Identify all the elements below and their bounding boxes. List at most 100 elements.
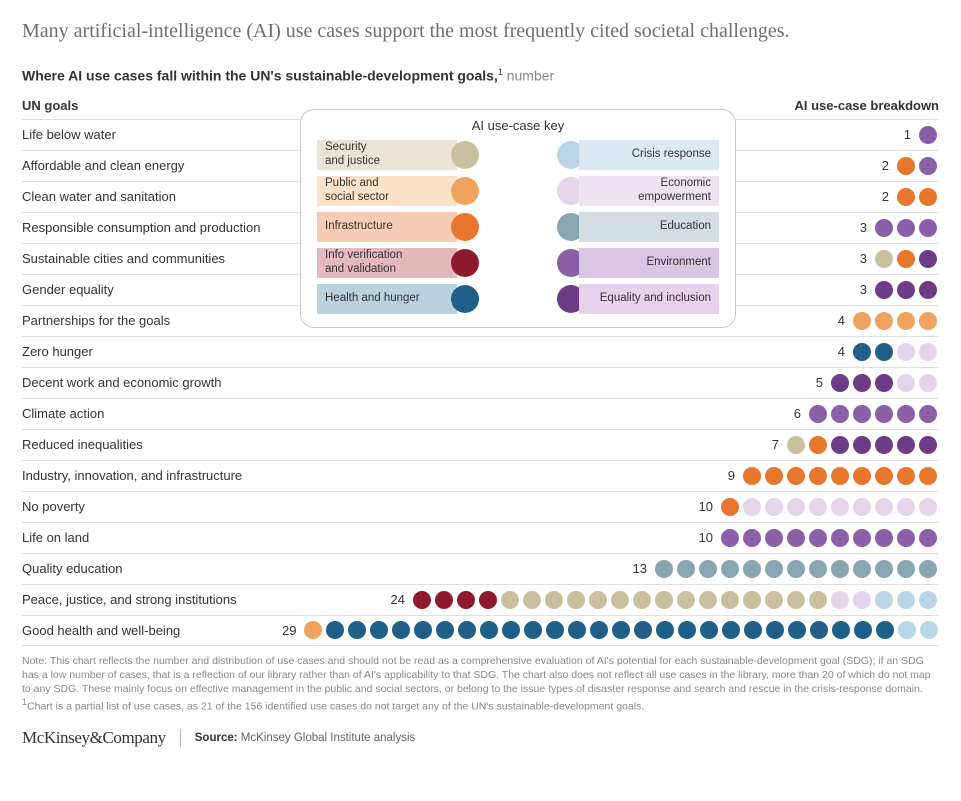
legend-item: Securityand justice xyxy=(317,139,509,171)
dot-icon xyxy=(875,560,893,578)
row-count: 3 xyxy=(860,251,867,266)
legend-dot-icon xyxy=(451,285,479,313)
dot-icon xyxy=(765,560,783,578)
dot-icon xyxy=(326,621,344,639)
dot-icon xyxy=(414,621,432,639)
dot-icon xyxy=(590,621,608,639)
dot-icon xyxy=(875,219,893,237)
dot-icon xyxy=(743,498,761,516)
note-main: Note: This chart reflects the number and… xyxy=(22,654,939,697)
dot-icon xyxy=(897,436,915,454)
legend-grid: Securityand justice Crisis response Public… xyxy=(317,139,719,315)
chart-subtitle: Where AI use cases fall within the UN's … xyxy=(22,67,939,84)
data-row: Peace, justice, and strong institutions2… xyxy=(22,584,939,615)
dot-icon xyxy=(897,374,915,392)
source-text: McKinsey Global Institute analysis xyxy=(238,732,416,744)
dot-icon xyxy=(853,405,871,423)
dot-icon xyxy=(810,621,828,639)
legend-dot-icon xyxy=(451,141,479,169)
dot-icon xyxy=(919,374,937,392)
dot-icon xyxy=(919,436,937,454)
dot-icon xyxy=(480,621,498,639)
dot-icon xyxy=(853,529,871,547)
source-label: Source: xyxy=(195,732,238,744)
dot-icon xyxy=(897,188,915,206)
row-count: 3 xyxy=(860,220,867,235)
brand-logo: McKinsey&Company xyxy=(22,728,166,748)
data-row: Reduced inequalities7 xyxy=(22,429,939,460)
dot-icon xyxy=(919,281,937,299)
row-label: Responsible consumption and production xyxy=(22,220,282,235)
header-right: AI use-case breakdown xyxy=(795,98,940,113)
legend-item: Environment xyxy=(527,247,719,279)
row-dots: 6 xyxy=(282,405,939,423)
dot-icon xyxy=(765,467,783,485)
legend-label: Securityand justice xyxy=(317,140,457,170)
dot-icon xyxy=(721,498,739,516)
dot-icon xyxy=(919,343,937,361)
row-count: 29 xyxy=(282,623,296,638)
row-dots: 13 xyxy=(282,560,939,578)
dot-icon xyxy=(919,312,937,330)
dot-icon xyxy=(457,591,475,609)
legend-item: Info verificationand validation xyxy=(317,247,509,279)
dot-icon xyxy=(634,621,652,639)
dot-icon xyxy=(567,591,585,609)
dot-icon xyxy=(875,529,893,547)
dot-icon xyxy=(809,405,827,423)
dot-icon xyxy=(743,591,761,609)
dot-icon xyxy=(655,560,673,578)
dot-icon xyxy=(854,621,872,639)
dot-icon xyxy=(611,591,629,609)
subtitle-unit: number xyxy=(503,68,554,84)
dot-icon xyxy=(787,467,805,485)
dot-icon xyxy=(787,436,805,454)
legend-item: Public andsocial sector xyxy=(317,175,509,207)
dot-icon xyxy=(875,436,893,454)
dot-icon xyxy=(700,621,718,639)
row-count: 6 xyxy=(794,406,801,421)
dot-icon xyxy=(875,374,893,392)
dot-icon xyxy=(832,621,850,639)
dot-icon xyxy=(589,591,607,609)
dot-icon xyxy=(809,591,827,609)
data-row: No poverty10 xyxy=(22,491,939,522)
dot-icon xyxy=(765,498,783,516)
row-count: 7 xyxy=(772,437,779,452)
dot-icon xyxy=(809,498,827,516)
dot-icon xyxy=(897,405,915,423)
legend-item: Equality and inclusion xyxy=(527,283,719,315)
dot-icon xyxy=(897,157,915,175)
legend-item: Education xyxy=(527,211,719,243)
row-count: 10 xyxy=(699,499,713,514)
dot-icon xyxy=(897,498,915,516)
legend-item: Crisis response xyxy=(527,139,719,171)
row-dots: 9 xyxy=(282,467,939,485)
row-dots: 10 xyxy=(282,529,939,547)
dot-icon xyxy=(853,343,871,361)
dot-icon xyxy=(919,219,937,237)
dot-icon xyxy=(458,621,476,639)
data-row: Industry, innovation, and infrastructure… xyxy=(22,460,939,491)
row-label: Life below water xyxy=(22,127,282,142)
dot-icon xyxy=(897,343,915,361)
dot-icon xyxy=(809,467,827,485)
dot-icon xyxy=(919,405,937,423)
row-label: Partnerships for the goals xyxy=(22,313,282,328)
dot-icon xyxy=(919,250,937,268)
dot-icon xyxy=(413,591,431,609)
data-row: Quality education13 xyxy=(22,553,939,584)
dot-icon xyxy=(545,591,563,609)
dot-icon xyxy=(853,467,871,485)
dot-icon xyxy=(831,405,849,423)
dot-icon xyxy=(568,621,586,639)
dot-icon xyxy=(722,621,740,639)
dot-icon xyxy=(677,591,695,609)
dot-icon xyxy=(809,436,827,454)
legend-label: Economicempowerment xyxy=(579,176,719,206)
dot-icon xyxy=(920,621,938,639)
dot-icon xyxy=(875,405,893,423)
chart-title: Many artificial-intelligence (AI) use ca… xyxy=(22,18,939,45)
dot-icon xyxy=(523,591,541,609)
legend-label: Education xyxy=(579,212,719,242)
